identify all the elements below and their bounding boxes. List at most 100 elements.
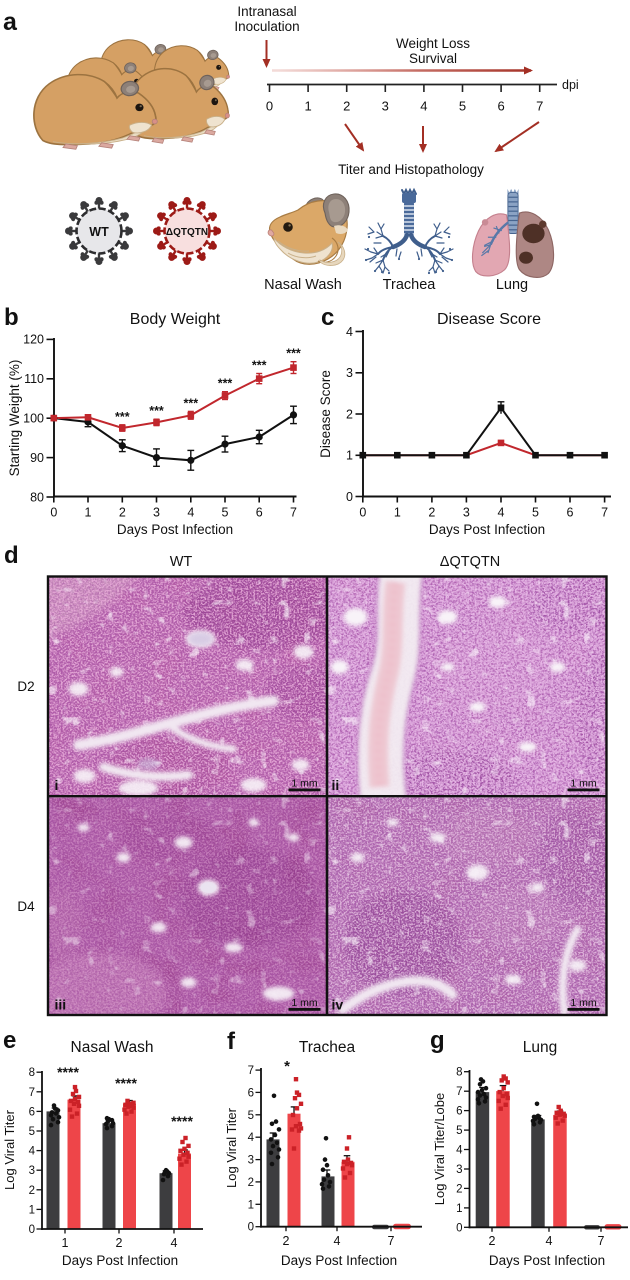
svg-text:5: 5 [222, 506, 229, 520]
svg-text:a: a [3, 8, 18, 36]
svg-text:c: c [321, 304, 334, 331]
svg-text:2: 2 [116, 1236, 123, 1250]
svg-text:6: 6 [256, 506, 263, 520]
svg-text:*: * [284, 1058, 290, 1075]
svg-text:Log Viral Titer: Log Viral Titer [2, 1109, 17, 1190]
svg-text:2: 2 [29, 1185, 35, 1197]
svg-text:3: 3 [248, 1155, 254, 1167]
svg-text:4: 4 [546, 1234, 553, 1248]
svg-text:4: 4 [29, 1146, 36, 1158]
svg-text:***: *** [184, 396, 199, 410]
svg-text:6: 6 [248, 1087, 254, 1099]
svg-text:5: 5 [532, 506, 539, 520]
svg-text:***: *** [252, 359, 267, 373]
svg-text:120: 120 [23, 333, 44, 347]
svg-text:1 mm: 1 mm [570, 778, 597, 790]
svg-text:4: 4 [248, 1132, 255, 1144]
svg-text:Intranasal: Intranasal [237, 4, 296, 19]
svg-text:5: 5 [29, 1126, 35, 1138]
svg-text:Days Post Infection: Days Post Infection [489, 1253, 605, 1268]
svg-text:1: 1 [346, 449, 353, 463]
svg-text:5: 5 [456, 1125, 462, 1137]
svg-text:***: *** [115, 410, 130, 424]
svg-text:7: 7 [536, 99, 543, 114]
svg-text:****: **** [57, 1064, 79, 1080]
svg-text:1 mm: 1 mm [291, 778, 318, 790]
svg-text:dpi: dpi [562, 78, 579, 92]
svg-text:2: 2 [346, 407, 353, 421]
svg-text:3: 3 [456, 1164, 462, 1176]
svg-text:5: 5 [459, 99, 466, 114]
svg-text:****: **** [171, 1113, 193, 1129]
svg-text:Log Viral Titer/Lobe: Log Viral Titer/Lobe [432, 1093, 447, 1206]
svg-text:3: 3 [463, 506, 470, 520]
svg-text:Days Post Infection: Days Post Infection [62, 1253, 178, 1268]
svg-text:WT: WT [89, 225, 109, 239]
svg-text:****: **** [115, 1075, 137, 1091]
svg-text:1 mm: 1 mm [570, 997, 597, 1009]
svg-text:f: f [227, 1028, 236, 1055]
svg-text:1 mm: 1 mm [291, 997, 318, 1009]
svg-text:1: 1 [85, 506, 92, 520]
svg-text:4: 4 [456, 1145, 463, 1157]
svg-text:3: 3 [153, 506, 160, 520]
svg-text:b: b [4, 304, 19, 331]
svg-text:ΔQTQTN: ΔQTQTN [166, 227, 208, 238]
svg-text:Survival: Survival [409, 51, 457, 66]
svg-text:2: 2 [119, 506, 126, 520]
svg-text:iii: iii [55, 997, 67, 1013]
svg-text:Log Viral Titer: Log Viral Titer [224, 1107, 239, 1188]
svg-text:***: *** [218, 377, 233, 391]
svg-text:6: 6 [456, 1106, 462, 1118]
svg-text:0: 0 [29, 1224, 35, 1236]
svg-text:1: 1 [248, 1199, 254, 1211]
svg-text:2: 2 [428, 506, 435, 520]
svg-text:Lung: Lung [523, 1039, 557, 1056]
svg-text:4: 4 [171, 1236, 178, 1250]
svg-text:ΔQTQTN: ΔQTQTN [440, 554, 500, 570]
svg-text:Weight Loss: Weight Loss [396, 36, 470, 51]
svg-text:***: *** [286, 347, 301, 361]
svg-text:3: 3 [29, 1165, 35, 1177]
svg-text:Lung: Lung [496, 277, 528, 293]
svg-text:4: 4 [420, 99, 427, 114]
svg-text:D2: D2 [17, 679, 34, 694]
svg-text:7: 7 [388, 1234, 395, 1248]
svg-text:100: 100 [23, 412, 44, 426]
svg-text:Disease Score: Disease Score [437, 311, 541, 328]
svg-text:***: *** [149, 404, 164, 418]
svg-text:d: d [4, 542, 19, 569]
svg-text:Trachea: Trachea [383, 277, 437, 293]
svg-text:7: 7 [598, 1234, 605, 1248]
svg-text:1: 1 [394, 506, 401, 520]
svg-text:2: 2 [343, 99, 350, 114]
svg-text:80: 80 [30, 490, 44, 504]
svg-text:WT: WT [170, 554, 193, 570]
svg-text:4: 4 [346, 325, 353, 339]
svg-text:110: 110 [24, 372, 44, 386]
svg-text:0: 0 [266, 99, 273, 114]
svg-text:6: 6 [567, 506, 574, 520]
svg-text:Trachea: Trachea [299, 1039, 356, 1056]
svg-text:Days Post Infection: Days Post Infection [117, 522, 233, 537]
svg-text:ii: ii [332, 777, 340, 793]
svg-text:4: 4 [334, 1234, 341, 1248]
svg-text:Body Weight: Body Weight [130, 311, 221, 328]
svg-text:7: 7 [29, 1087, 35, 1099]
svg-text:0: 0 [50, 506, 57, 520]
svg-text:Nasal Wash: Nasal Wash [71, 1039, 154, 1056]
svg-text:1: 1 [29, 1204, 35, 1216]
svg-text:7: 7 [248, 1065, 254, 1077]
svg-text:Disease Score: Disease Score [318, 370, 333, 458]
svg-text:e: e [3, 1027, 16, 1054]
svg-text:1: 1 [456, 1203, 462, 1215]
svg-text:8: 8 [456, 1067, 462, 1079]
svg-text:7: 7 [290, 506, 297, 520]
svg-text:g: g [430, 1027, 445, 1054]
svg-text:Nasal Wash: Nasal Wash [264, 277, 342, 293]
svg-text:i: i [55, 777, 59, 793]
svg-text:8: 8 [29, 1067, 35, 1079]
svg-text:D4: D4 [17, 899, 35, 914]
svg-text:1: 1 [304, 99, 311, 114]
svg-text:2: 2 [489, 1234, 496, 1248]
